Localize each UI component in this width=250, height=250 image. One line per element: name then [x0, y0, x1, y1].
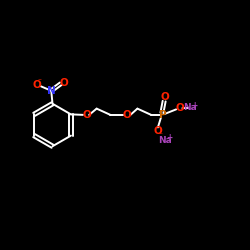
Text: +: + — [166, 133, 172, 142]
Text: O: O — [60, 78, 68, 88]
Text: Na: Na — [158, 136, 172, 145]
Text: O: O — [153, 126, 162, 136]
Text: O: O — [82, 110, 91, 120]
Text: ⁻: ⁻ — [159, 130, 163, 140]
Text: N: N — [47, 86, 56, 96]
Text: O: O — [32, 80, 41, 90]
Text: P: P — [159, 110, 166, 120]
Text: O: O — [175, 104, 184, 114]
Text: +: + — [191, 101, 198, 110]
Text: ⁻: ⁻ — [37, 77, 41, 86]
Text: O: O — [122, 110, 131, 120]
Text: O: O — [160, 92, 169, 102]
Text: Na: Na — [184, 104, 197, 112]
